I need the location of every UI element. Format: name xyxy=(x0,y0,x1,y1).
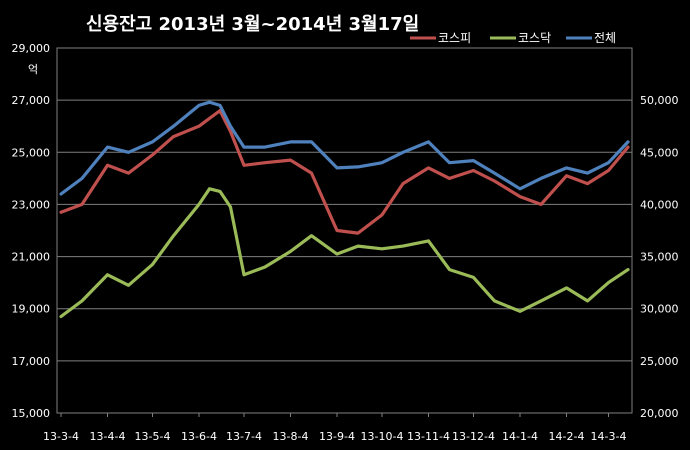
y-left-tick-label: 23,000 xyxy=(12,198,51,211)
plot-area xyxy=(56,47,633,414)
y-right-tick-label: 50,000 xyxy=(640,94,679,107)
y-left-unit: 억 xyxy=(28,63,38,76)
x-tick-label: 13-10-4 xyxy=(361,430,404,443)
x-tick-label: 13-7-4 xyxy=(226,430,262,443)
x-tick-label: 13-12-4 xyxy=(452,430,495,443)
legend-label: 코스피 xyxy=(438,31,471,45)
y-left-tick-label: 27,000 xyxy=(12,94,51,107)
y-right-tick-label: 20,000 xyxy=(640,407,679,420)
y-right-tick-label: 45,000 xyxy=(640,146,679,159)
y-left-tick-label: 19,000 xyxy=(12,303,51,316)
y-left-tick-label: 15,000 xyxy=(12,407,51,420)
y-left-tick-label: 25,000 xyxy=(12,146,51,159)
series-lines xyxy=(59,100,630,319)
x-tick-label: 13-6-4 xyxy=(181,430,217,443)
y-left-tick-label: 29,000 xyxy=(12,42,51,55)
gridlines xyxy=(57,47,632,414)
x-tick-label: 13-5-4 xyxy=(135,430,171,443)
y-right-tick-label: 40,000 xyxy=(640,198,679,211)
legend: 코스피 코스닥 전체 xyxy=(410,31,616,45)
y-left-tick-label: 17,000 xyxy=(12,355,51,368)
chart-title: 신용잔고 2013년 3월~2014년 3월17일 xyxy=(86,14,419,35)
series-line-전체 xyxy=(59,100,630,196)
x-tick-label: 13-3-4 xyxy=(43,430,79,443)
legend-label: 전체 xyxy=(594,31,616,45)
series-line-코스닥 xyxy=(59,187,630,319)
y-right-tick-label: 25,000 xyxy=(640,355,679,368)
y-right-tick-label: 35,000 xyxy=(640,251,679,264)
legend-label: 코스닥 xyxy=(518,31,551,45)
x-tick-label: 14-1-4 xyxy=(502,430,538,443)
y-right-tick-label: 30,000 xyxy=(640,303,679,316)
x-tick-label: 14-2-4 xyxy=(549,430,585,443)
x-tick-label: 13-8-4 xyxy=(273,430,309,443)
x-tick-label: 13-11-4 xyxy=(407,430,450,443)
x-tick-label: 14-3-4 xyxy=(591,430,627,443)
y-left-tick-label: 21,000 xyxy=(12,251,51,264)
y-right-axis: 20,000 25,000 30,000 35,000 40,000 45,000 50,0… xyxy=(640,94,679,420)
series-line-코스피 xyxy=(59,108,630,235)
x-tick-label: 13-4-4 xyxy=(90,430,126,443)
x-axis: 13-3-4 13-4-4 13-5-4 13-6-4 13-7-4 13-8-4 13-9… xyxy=(43,413,626,443)
x-tick-label: 13-9-4 xyxy=(319,430,355,443)
plot-border xyxy=(56,47,633,414)
y-left-axis: 15,000 17,000 19,000 21,000 23,000 25,000 27,0… xyxy=(12,42,51,420)
